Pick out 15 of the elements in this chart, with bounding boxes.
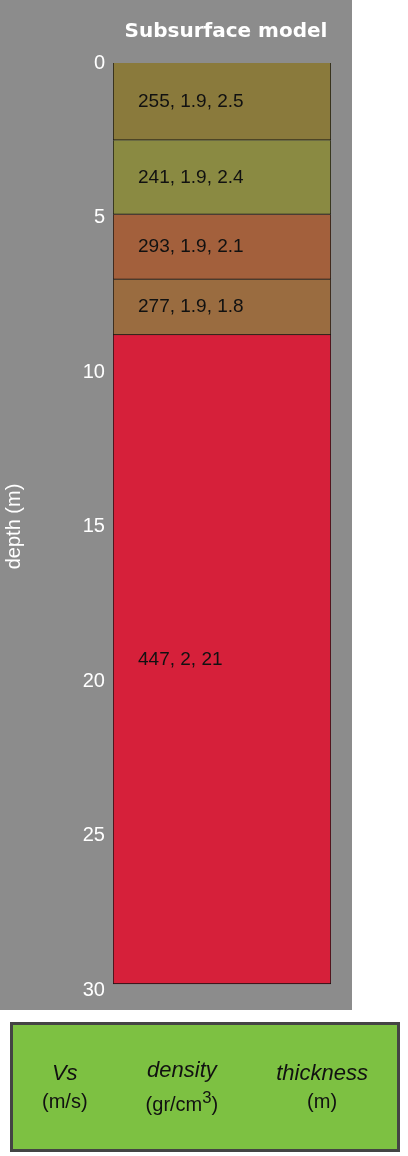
data-label: 447, 2, 21 xyxy=(138,647,223,669)
data-label: 277, 1.9, 1.8 xyxy=(138,295,244,317)
y-tick-label: 5 xyxy=(93,205,105,228)
chart-title: Subsurface model xyxy=(124,18,328,43)
y-tick-label: 25 xyxy=(82,823,105,846)
y-tick-label: 30 xyxy=(82,977,105,1000)
data-label: 241, 1.9, 2.4 xyxy=(138,165,245,187)
key-box: Vs (m/s) density (gr/cm$^{3}$) thickness (m) xyxy=(10,1022,400,1152)
y-axis-title: depth (m) xyxy=(1,483,24,570)
y-tick-label: 20 xyxy=(82,668,105,691)
data-label: 293, 1.9, 2.1 xyxy=(138,235,244,257)
y-tick-label: 0 xyxy=(93,50,105,73)
y-tick-label: 10 xyxy=(82,359,105,382)
y-tick-label: 15 xyxy=(82,514,105,537)
data-label: 255, 1.9, 2.5 xyxy=(138,89,244,111)
